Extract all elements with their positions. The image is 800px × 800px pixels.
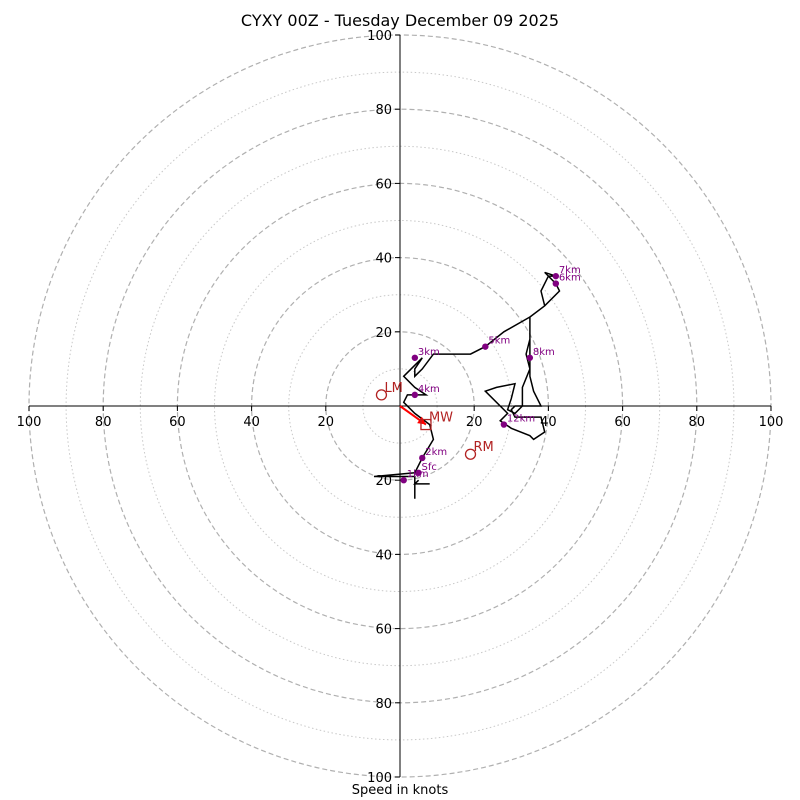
y-tick-label: 80 [375, 103, 392, 118]
hodograph-trace-group [373, 271, 561, 499]
height-marker-label: 7km [559, 265, 581, 276]
height-marker-label: 4km [418, 384, 440, 395]
y-tick-label: 20 [375, 474, 392, 489]
x-tick-label: 80 [95, 415, 112, 430]
height-marker-label: Sfc [422, 462, 437, 473]
y-tick-label: 100 [367, 29, 392, 44]
y-tick-label: 100 [367, 771, 392, 786]
x-axis-label: Speed in knots [351, 783, 449, 798]
x-tick-label: 100 [759, 415, 784, 430]
height-marker-point [482, 343, 489, 350]
left-mover-label: LM [384, 381, 402, 396]
height-marker-point [419, 454, 426, 462]
x-tick-label: 60 [614, 415, 631, 430]
height-marker-label: 5km [488, 336, 510, 347]
y-tick-label: 60 [375, 177, 392, 192]
height-marker-label: 6km [559, 273, 581, 284]
y-tick-label: 60 [375, 623, 392, 638]
height-marker-label: 2km [425, 447, 447, 458]
x-tick-label: 20 [466, 415, 483, 430]
y-tick-label: 40 [375, 548, 392, 563]
y-tick-label: 40 [375, 252, 392, 267]
height-marker-point [552, 272, 560, 280]
height-marker-point [400, 477, 407, 484]
mean-wind-marker [420, 418, 432, 431]
y-tick-label: 20 [375, 326, 392, 341]
right-mover-label: RM [473, 440, 493, 455]
x-tick-label: 80 [689, 415, 706, 430]
mean-wind-label: MW [429, 411, 453, 426]
x-tick-label: 40 [540, 415, 557, 430]
height-marker-label: 8km [533, 347, 555, 358]
height-marker-point [500, 421, 508, 428]
height-marker-point [526, 354, 534, 361]
chart-title: CYXY 00Z - Tuesday December 09 2025 [240, 11, 560, 30]
height-marker-point [415, 469, 422, 476]
height-marker-point [411, 354, 419, 361]
right-mover-marker [464, 448, 477, 460]
x-tick-label: 100 [17, 415, 42, 430]
height-marker-point [411, 391, 419, 399]
height-marker-label: 1km [407, 469, 429, 480]
storm-motion-markers: MW LM RM [375, 381, 494, 460]
x-tick-label: 60 [169, 415, 186, 430]
height-marker-label: 3km [418, 347, 440, 358]
tick-labels: 20 20 20 20 40 40 40 40 60 60 60 60 80 80 80 80 100 100 10… [17, 29, 784, 786]
height-marker-point [552, 280, 560, 287]
y-tick-label: 80 [375, 697, 392, 712]
x-tick-label: 20 [318, 415, 335, 430]
left-mover-marker [375, 389, 388, 401]
height-marker-label: 12km [507, 414, 535, 425]
x-tick-label: 40 [243, 415, 260, 430]
hodograph-trace [373, 271, 561, 499]
